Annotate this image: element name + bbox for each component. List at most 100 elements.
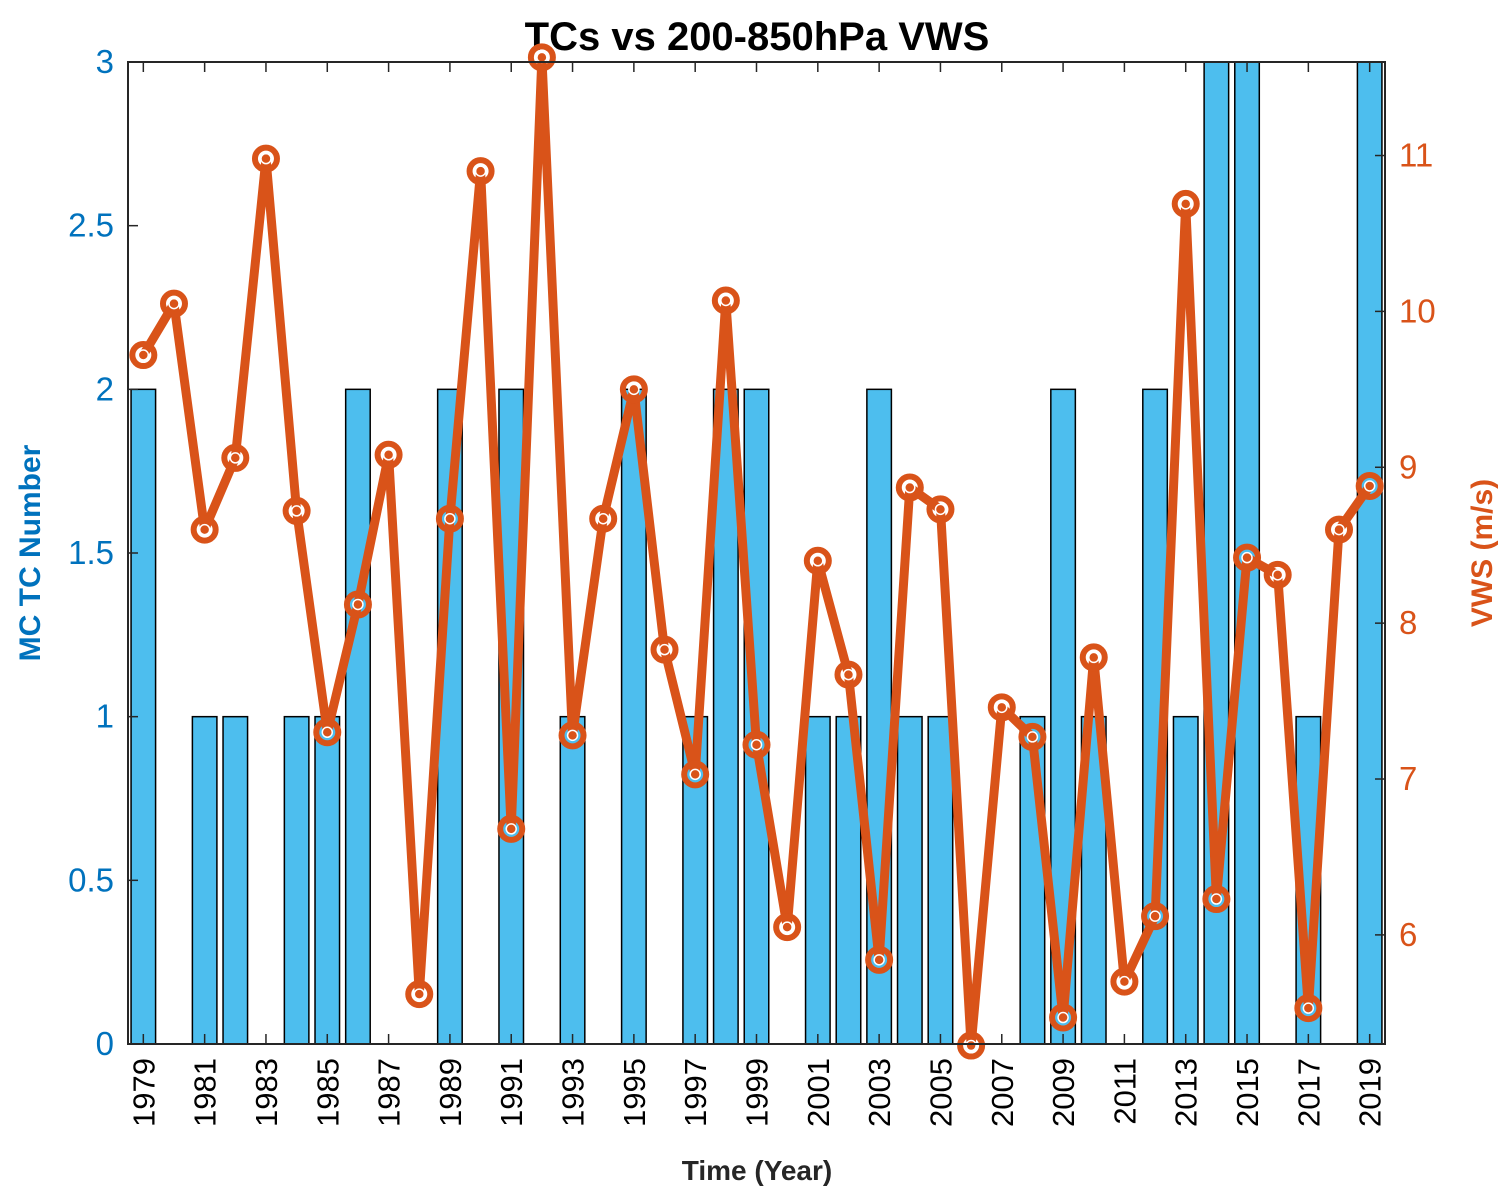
vws-point-highlight-1982 bbox=[229, 452, 242, 464]
left-tick-label: 0 bbox=[96, 1025, 114, 1062]
vws-point-1979 bbox=[129, 341, 158, 370]
x-tick-label: 1987 bbox=[372, 1058, 407, 1127]
left-tick-label: 1.5 bbox=[68, 534, 114, 571]
vws-point-1984 bbox=[282, 496, 311, 525]
vws-point-2010 bbox=[1079, 643, 1108, 672]
vws-point-highlight-2013 bbox=[1179, 198, 1192, 210]
vws-point-1987 bbox=[374, 440, 403, 469]
right-tick-label: 9 bbox=[1399, 448, 1417, 485]
vws-point-1999 bbox=[742, 730, 771, 759]
right-tick-label: 6 bbox=[1399, 916, 1417, 953]
vws-point-1982 bbox=[221, 443, 250, 472]
vws-point-2002 bbox=[834, 660, 863, 689]
x-tick-label: 1979 bbox=[126, 1058, 161, 1127]
vws-point-1986 bbox=[343, 590, 372, 619]
vws-point-highlight-1999 bbox=[750, 738, 763, 751]
vws-point-highlight-1979 bbox=[137, 349, 150, 361]
vws-point-highlight-2005 bbox=[934, 503, 947, 516]
x-tick-label: 1985 bbox=[310, 1058, 345, 1127]
vws-point-2008 bbox=[1018, 722, 1047, 751]
vws-point-2001 bbox=[803, 546, 832, 575]
vws-point-1980 bbox=[159, 289, 188, 318]
x-tick-label: 2011 bbox=[1107, 1058, 1142, 1125]
vws-point-highlight-1980 bbox=[168, 297, 180, 310]
right-axis-ticks: 6 7 8 9 10 11 bbox=[1375, 137, 1436, 953]
vws-point-1997 bbox=[681, 760, 710, 789]
line-series-vws bbox=[129, 43, 1384, 1060]
x-tick-label: 1993 bbox=[556, 1058, 591, 1127]
vws-point-highlight-2017 bbox=[1302, 1002, 1315, 1014]
x-tick-label: 1983 bbox=[249, 1058, 284, 1127]
vws-point-2016 bbox=[1263, 560, 1292, 589]
vws-point-highlight-1985 bbox=[321, 726, 334, 739]
vws-point-1992 bbox=[527, 43, 556, 72]
x-axis-label: Time (Year) bbox=[682, 1155, 832, 1186]
bar-1982 bbox=[222, 715, 249, 1045]
vws-point-1996 bbox=[650, 635, 679, 664]
vws-point-1985 bbox=[313, 718, 342, 747]
x-tick-label: 1981 bbox=[188, 1058, 223, 1127]
chart-title: TCs vs 200-850hPa VWS bbox=[525, 15, 990, 59]
bar-2004 bbox=[896, 715, 923, 1045]
x-tick-label: 1997 bbox=[678, 1058, 713, 1127]
x-axis-ticks: 1979 1981 1983 1985 1987 1989 1991 1993 1995 1997… bbox=[126, 62, 1388, 1127]
vws-point-highlight-2002 bbox=[842, 668, 855, 681]
vws-point-1998 bbox=[711, 286, 740, 315]
left-tick-label: 2 bbox=[96, 370, 114, 407]
vws-point-highlight-2001 bbox=[812, 555, 824, 567]
vws-point-highlight-2010 bbox=[1087, 651, 1100, 664]
vws-point-highlight-1989 bbox=[444, 512, 456, 525]
vws-point-1981 bbox=[190, 515, 219, 544]
x-tick-label: 2009 bbox=[1046, 1058, 1081, 1127]
left-axis-ticks: 0 0.5 1 1.5 2 2.5 3 bbox=[68, 43, 138, 1062]
vws-point-highlight-1998 bbox=[720, 294, 732, 307]
bar-2019 bbox=[1356, 61, 1383, 1045]
bar-2013 bbox=[1172, 715, 1199, 1045]
bar-1993 bbox=[559, 715, 586, 1045]
vws-point-highlight-2012 bbox=[1149, 910, 1161, 922]
vws-point-highlight-2008 bbox=[1026, 731, 1039, 743]
vws-point-highlight-1990 bbox=[474, 165, 487, 177]
x-tick-label: 1991 bbox=[494, 1058, 529, 1127]
vws-point-1993 bbox=[558, 721, 587, 750]
vws-point-1994 bbox=[589, 504, 618, 533]
x-tick-label: 2013 bbox=[1169, 1058, 1204, 1127]
vws-point-highlight-1983 bbox=[260, 152, 272, 165]
x-tick-label: 2003 bbox=[862, 1058, 897, 1127]
vws-point-highlight-1996 bbox=[658, 643, 671, 656]
vws-point-2013 bbox=[1171, 189, 1200, 218]
vws-point-highlight-2011 bbox=[1118, 975, 1131, 988]
vws-point-highlight-2009 bbox=[1057, 1011, 1069, 1024]
vws-point-highlight-2000 bbox=[781, 921, 793, 933]
left-tick-label: 0.5 bbox=[68, 861, 114, 898]
bar-2005 bbox=[927, 715, 954, 1045]
vws-point-2004 bbox=[895, 473, 924, 502]
vws-point-highlight-2018 bbox=[1333, 523, 1345, 536]
vws-point-2019 bbox=[1355, 471, 1384, 500]
left-tick-label: 2.5 bbox=[68, 207, 114, 244]
bar-1986 bbox=[344, 388, 371, 1045]
vws-point-2005 bbox=[926, 495, 955, 524]
right-tick-label: 7 bbox=[1399, 760, 1417, 797]
vws-point-2006 bbox=[957, 1031, 986, 1060]
right-tick-label: 10 bbox=[1399, 292, 1436, 329]
vws-point-2015 bbox=[1233, 543, 1262, 572]
left-axis-label: MC TC Number bbox=[14, 444, 47, 661]
vws-point-2017 bbox=[1294, 994, 1323, 1023]
vws-point-highlight-1986 bbox=[352, 598, 364, 611]
vws-point-highlight-2007 bbox=[996, 701, 1008, 714]
vws-point-highlight-1981 bbox=[198, 523, 211, 536]
vws-point-1995 bbox=[619, 375, 648, 404]
vws-point-highlight-1993 bbox=[566, 729, 579, 742]
vws-point-2003 bbox=[865, 945, 894, 974]
vws-point-2011 bbox=[1110, 967, 1139, 996]
bar-1981 bbox=[191, 715, 218, 1045]
vws-point-highlight-1995 bbox=[628, 383, 640, 396]
bar-1984 bbox=[283, 715, 310, 1045]
left-tick-label: 3 bbox=[96, 43, 114, 80]
vws-line bbox=[138, 52, 1375, 1051]
vws-point-highlight-1984 bbox=[290, 505, 303, 517]
x-tick-label: 2015 bbox=[1230, 1058, 1265, 1127]
vws-point-2009 bbox=[1049, 1003, 1078, 1032]
